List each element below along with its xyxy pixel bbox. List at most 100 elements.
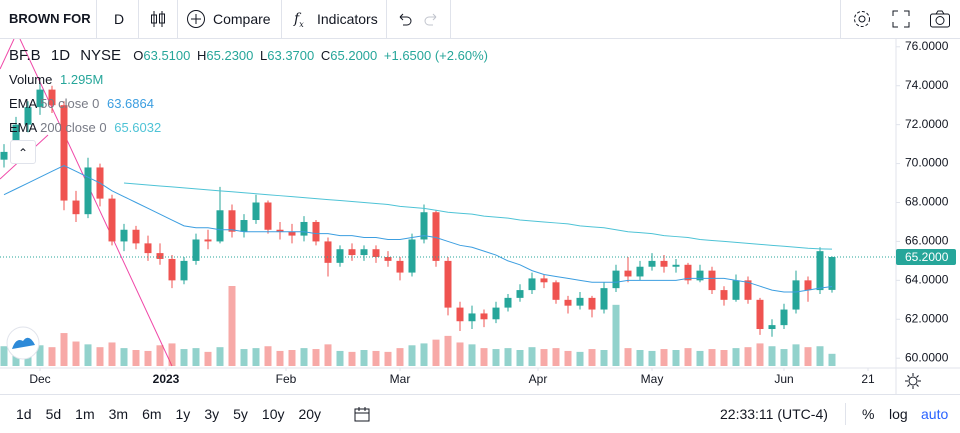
axis-settings[interactable] xyxy=(905,373,921,389)
legend-value: 65.6032 xyxy=(114,120,162,135)
settings[interactable] xyxy=(852,9,872,29)
candle-body xyxy=(684,264,692,281)
candle-body xyxy=(756,299,764,330)
candle-body xyxy=(816,251,824,291)
drawing xyxy=(19,39,173,367)
volume-bar xyxy=(504,348,512,366)
volume-bar xyxy=(624,348,632,366)
volume-bar xyxy=(528,347,536,366)
drawing xyxy=(0,39,15,70)
volume-bar xyxy=(636,350,644,366)
range-button[interactable]: 10y xyxy=(261,406,285,422)
volume-bar xyxy=(660,349,668,366)
candle-body xyxy=(168,258,176,281)
sep xyxy=(138,0,139,38)
exchange: NYSE xyxy=(80,47,122,64)
volume-bar xyxy=(672,350,680,366)
sep xyxy=(281,0,282,38)
x-tick-label: Apr xyxy=(529,372,548,386)
volume-bar xyxy=(228,286,236,366)
candle-body xyxy=(228,210,236,232)
volume-bar xyxy=(792,344,800,366)
y-tick-label: 62.0000 xyxy=(905,311,949,325)
undo[interactable] xyxy=(396,11,412,27)
range-button[interactable]: 20y xyxy=(298,406,322,422)
candle-body xyxy=(792,280,800,310)
candle-body xyxy=(516,290,524,298)
collapse-button[interactable]: ⌃ xyxy=(10,140,36,164)
fx-icon[interactable]: fx xyxy=(294,11,304,29)
candle-body xyxy=(708,270,716,291)
volume-bar xyxy=(72,341,80,366)
interval[interactable]: D xyxy=(114,11,125,27)
volume-bar xyxy=(564,350,572,366)
compare-icon[interactable] xyxy=(186,9,206,29)
candle-body xyxy=(312,221,320,242)
percent[interactable]: % xyxy=(862,406,875,422)
compare[interactable]: Compare xyxy=(213,11,271,27)
candle-body xyxy=(528,278,536,291)
volume-bar xyxy=(384,351,392,366)
x-tick-label: Mar xyxy=(390,372,411,386)
candle-body xyxy=(492,307,500,320)
range-button[interactable]: 5d xyxy=(45,406,62,422)
change: +1.6500 (+2.60%) xyxy=(383,48,488,63)
volume-bar xyxy=(432,339,440,366)
volume-bar xyxy=(780,349,788,366)
candle-body xyxy=(336,249,344,263)
range-button[interactable]: 3m xyxy=(108,406,129,422)
candle-body xyxy=(828,257,836,290)
log[interactable]: log xyxy=(889,406,908,422)
volume-bar xyxy=(744,347,752,366)
volume-bar xyxy=(192,348,200,366)
candle-body xyxy=(540,278,548,283)
x-tick-label: 2023 xyxy=(153,372,180,386)
candle-body xyxy=(72,200,80,215)
volume-bar xyxy=(240,349,248,366)
volume-bar xyxy=(36,345,44,366)
ohlc-value: 65.2300 xyxy=(206,48,254,63)
volume-bar xyxy=(96,347,104,366)
candle-body xyxy=(108,198,116,242)
volume-bar xyxy=(420,343,428,366)
candle-icon[interactable] xyxy=(148,9,168,29)
range-button[interactable]: 1m xyxy=(75,406,95,422)
volume-bar xyxy=(684,348,692,366)
candle-body xyxy=(468,313,476,322)
candle-body xyxy=(84,167,92,215)
candle-body xyxy=(396,260,404,273)
volume-bar xyxy=(216,347,224,366)
snapshot[interactable] xyxy=(929,9,951,29)
ohlc-key: C xyxy=(320,48,331,63)
candle-body xyxy=(660,260,668,267)
candle-body xyxy=(180,260,188,281)
ohlc-value: 63.5100 xyxy=(143,48,191,63)
indicators[interactable]: Indicators xyxy=(317,11,378,27)
candle-body xyxy=(600,288,608,310)
legend-value: 1.295M xyxy=(60,72,104,87)
volume-bar xyxy=(612,304,620,366)
candle-body xyxy=(252,202,260,221)
x-tick-label: Jun xyxy=(774,372,793,386)
auto[interactable]: auto xyxy=(921,406,949,422)
candle-body xyxy=(48,89,56,106)
symbol[interactable]: BROWN FOR xyxy=(9,11,91,26)
y-tick-label: 72.0000 xyxy=(905,117,949,131)
candle-body xyxy=(204,239,212,242)
range-button[interactable]: 3y xyxy=(204,406,220,422)
range-button[interactable]: 1d xyxy=(16,406,32,422)
candle-body xyxy=(12,124,20,152)
redo[interactable] xyxy=(424,11,440,27)
range-button[interactable]: 1y xyxy=(175,406,191,422)
volume-bar xyxy=(804,347,812,366)
fullscreen[interactable] xyxy=(891,9,911,29)
volume-bar xyxy=(168,343,176,366)
volume-bar xyxy=(768,346,776,366)
range-button[interactable]: 5y xyxy=(233,406,248,422)
legend-name: EMA xyxy=(9,120,37,135)
date-range[interactable] xyxy=(353,405,371,423)
candle-body xyxy=(636,266,644,277)
y-tick-label: 64.0000 xyxy=(905,273,949,287)
y-tick-label: 76.0000 xyxy=(905,39,949,53)
range-button[interactable]: 6m xyxy=(142,406,162,422)
